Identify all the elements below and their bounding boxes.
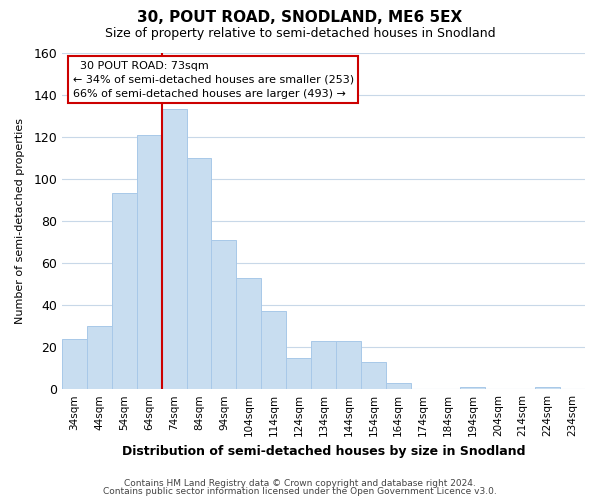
Text: Contains public sector information licensed under the Open Government Licence v3: Contains public sector information licen… [103,487,497,496]
Bar [311,341,336,389]
Bar [236,278,261,389]
Bar [137,134,161,389]
Text: 30 POUT ROAD: 73sqm
← 34% of semi-detached houses are smaller (253)
66% of semi-: 30 POUT ROAD: 73sqm ← 34% of semi-detach… [73,61,353,99]
Bar [361,362,386,389]
Text: Contains HM Land Registry data © Crown copyright and database right 2024.: Contains HM Land Registry data © Crown c… [124,478,476,488]
Bar [535,387,560,389]
Bar [112,194,137,389]
Bar [460,387,485,389]
Bar [161,110,187,389]
Text: Size of property relative to semi-detached houses in Snodland: Size of property relative to semi-detach… [104,28,496,40]
Bar [261,312,286,389]
Y-axis label: Number of semi-detached properties: Number of semi-detached properties [15,118,25,324]
Text: 30, POUT ROAD, SNODLAND, ME6 5EX: 30, POUT ROAD, SNODLAND, ME6 5EX [137,10,463,25]
Bar [87,326,112,389]
Bar [62,338,87,389]
Bar [286,358,311,389]
Bar [336,341,361,389]
Bar [386,383,410,389]
Bar [187,158,211,389]
X-axis label: Distribution of semi-detached houses by size in Snodland: Distribution of semi-detached houses by … [122,444,525,458]
Bar [211,240,236,389]
